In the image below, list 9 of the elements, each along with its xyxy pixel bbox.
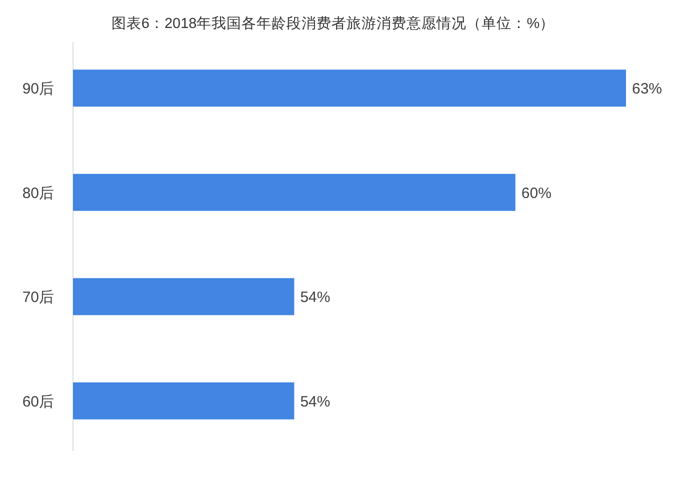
value-label: 54%: [300, 393, 330, 410]
category-label: 90后: [22, 80, 54, 98]
value-label: 63%: [632, 80, 662, 98]
category-label: 80后: [22, 184, 54, 202]
category-label: 60后: [22, 393, 54, 410]
category-label: 70后: [22, 289, 54, 306]
value-label: 54%: [300, 289, 330, 306]
title: 图表6：2018年我国各年龄段消费者旅游消费意愿情况（单位：%）: [111, 16, 555, 32]
value-label: 60%: [521, 184, 552, 202]
